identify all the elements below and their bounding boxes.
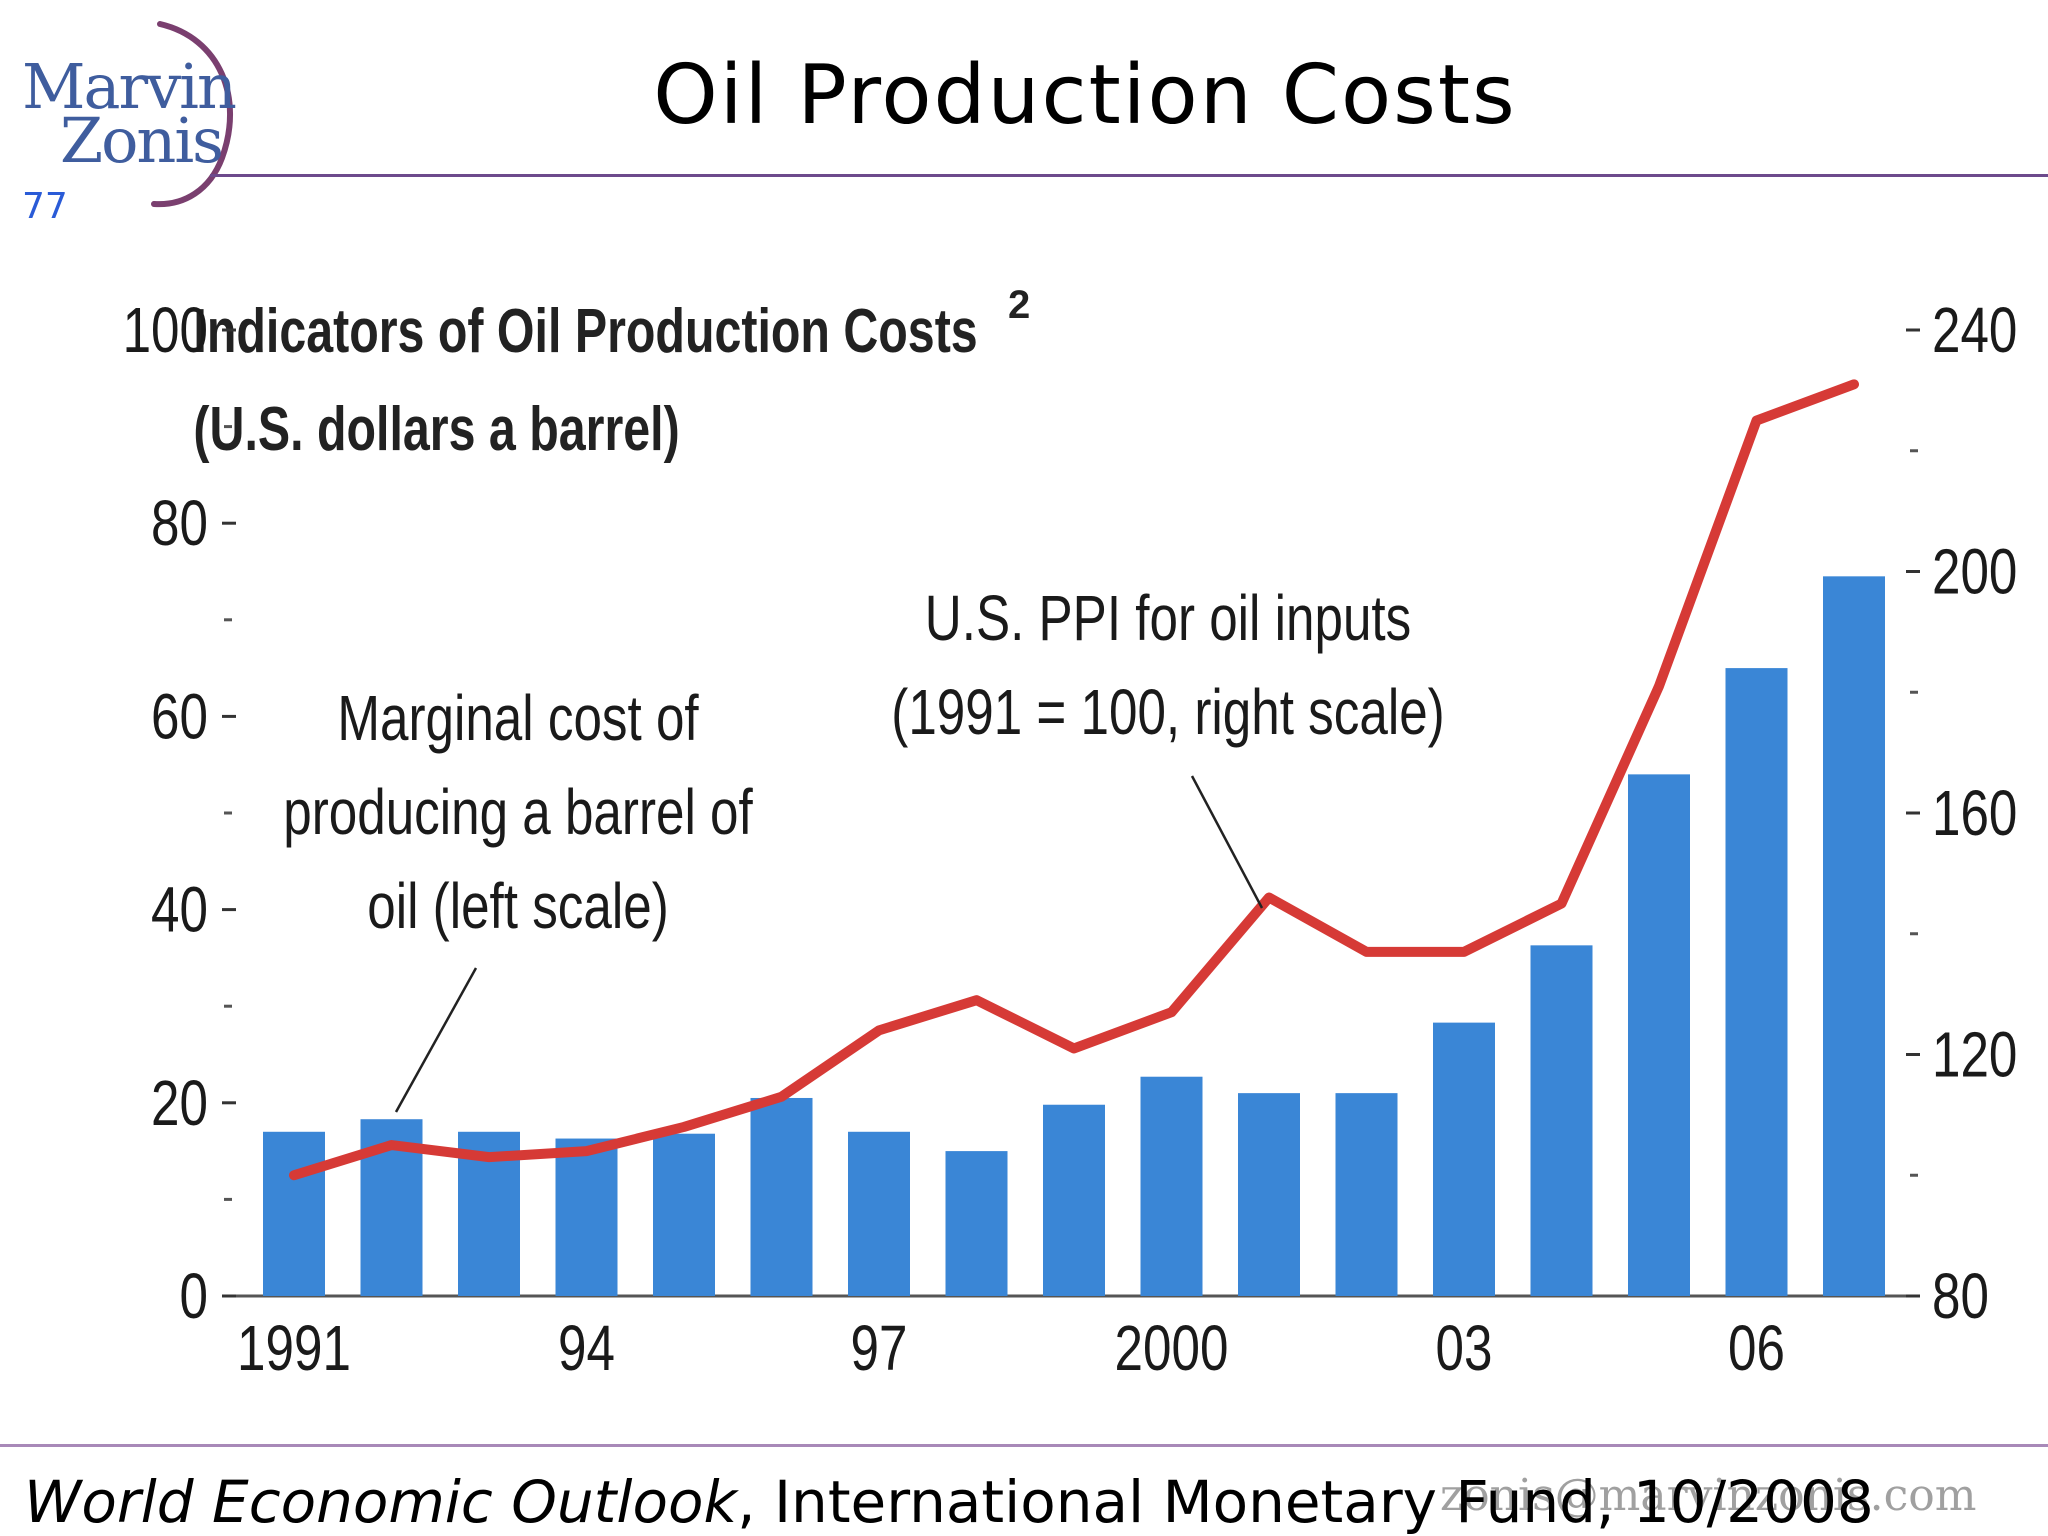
ppi-point-2000 <box>1167 1008 1176 1017</box>
title-divider <box>210 174 2048 177</box>
logo-swoosh <box>151 21 233 208</box>
bar-2005 <box>1628 774 1690 1296</box>
right-axis-tick-label: 80 <box>1932 1262 1989 1333</box>
bar-1995 <box>653 1133 715 1296</box>
ppi-point-2006 <box>1752 416 1761 425</box>
x-axis-tick-label: 1991 <box>237 1314 351 1385</box>
bar-1999 <box>1043 1104 1105 1296</box>
x-axis-tick-label: 97 <box>851 1314 908 1385</box>
marginal-cost-leader-line <box>394 967 478 1113</box>
ppi-point-1992 <box>387 1141 396 1150</box>
ppi-point-1993 <box>485 1153 493 1162</box>
chart-title-superscript: 2 <box>1008 283 1030 327</box>
bar-1998 <box>945 1151 1008 1296</box>
left-axis-tick-label: 100 <box>123 296 208 367</box>
left-axis-tick-label: 0 <box>180 1262 208 1333</box>
bar-2001 <box>1238 1093 1300 1296</box>
x-axis-tick-label: 94 <box>558 1314 615 1385</box>
source-citation: World Economic Outlook, International Mo… <box>24 1468 1874 1536</box>
ppi-leader-line <box>1190 775 1264 909</box>
bar-2006 <box>1725 668 1788 1296</box>
chart-annotations: Marginal cost of producing a barrel of oil… <box>283 584 1445 1113</box>
right-axis-tick-label: 200 <box>1932 537 2017 608</box>
marvin-zonis-logo: Marvin Zonis <box>22 18 242 208</box>
line-series <box>289 379 1859 1181</box>
ppi-point-1998 <box>972 996 981 1005</box>
ppi-point-1994 <box>582 1147 591 1156</box>
logo-text-line1: Marvin <box>22 50 237 123</box>
marginal-cost-annotation-line: Marginal cost of <box>337 684 699 755</box>
chart-subtitle: (U.S. dollars a barrel) <box>193 394 679 463</box>
ppi-point-2002 <box>1362 947 1371 956</box>
ppi-point-1997 <box>875 1026 883 1035</box>
bar-2003 <box>1433 1022 1495 1296</box>
bar-1994 <box>555 1138 618 1296</box>
right-axis-tick-label: 240 <box>1932 296 2017 367</box>
bar-1991 <box>263 1131 325 1296</box>
ppi-point-1999 <box>1070 1044 1078 1053</box>
ppi-annotation-line: U.S. PPI for oil inputs <box>925 584 1411 655</box>
bar-2004 <box>1530 945 1593 1296</box>
marginal-cost-annotation-line: producing a barrel of <box>283 778 753 849</box>
ppi-annotation-line: (1991 = 100, right scale) <box>891 678 1444 749</box>
x-axis-tick-label: 2000 <box>1115 1314 1229 1385</box>
right-axis-tick-label: 120 <box>1932 1020 2017 1091</box>
ppi-point-2001 <box>1265 893 1273 902</box>
x-axis-tick-label: 03 <box>1436 1314 1493 1385</box>
left-axis-tick-label: 80 <box>151 489 208 560</box>
source-publication: World Economic Outlook <box>24 1468 738 1536</box>
logo-text-line2: Zonis <box>60 104 224 177</box>
bar-1996 <box>750 1097 813 1296</box>
x-axis-tick-label: 06 <box>1728 1314 1785 1385</box>
ppi-point-2005 <box>1655 682 1663 691</box>
bar-2002 <box>1335 1093 1398 1296</box>
ppi-point-1991 <box>290 1171 298 1180</box>
slide-number: 77 <box>22 186 68 227</box>
slide-title: Oil Production Costs <box>653 48 1517 143</box>
footer-divider <box>0 1444 2048 1447</box>
ppi-point-2004 <box>1557 899 1566 908</box>
left-axis-tick-label: 40 <box>151 875 208 946</box>
ppi-point-2007 <box>1850 380 1858 389</box>
bar-series <box>263 576 1885 1296</box>
chart-title: Indicators of Oil Production Costs <box>193 296 977 365</box>
ppi-point-1995 <box>680 1122 688 1131</box>
bar-2000 <box>1140 1076 1203 1296</box>
marginal-cost-annotation-line: oil (left scale) <box>367 872 669 943</box>
left-axis-tick-label: 60 <box>151 682 208 753</box>
source-details: , International Monetary Fund, 10/2008 <box>737 1468 1874 1536</box>
email-watermark: zonis@marvinzonis.com <box>1440 1470 1977 1521</box>
ppi-point-2003 <box>1460 947 1468 956</box>
right-axis-tick-label: 160 <box>1932 779 2017 850</box>
left-axis-tick-label: 20 <box>151 1068 208 1139</box>
ppi-point-1996 <box>777 1092 786 1101</box>
bar-2007 <box>1823 576 1885 1296</box>
bar-1997 <box>848 1131 910 1296</box>
